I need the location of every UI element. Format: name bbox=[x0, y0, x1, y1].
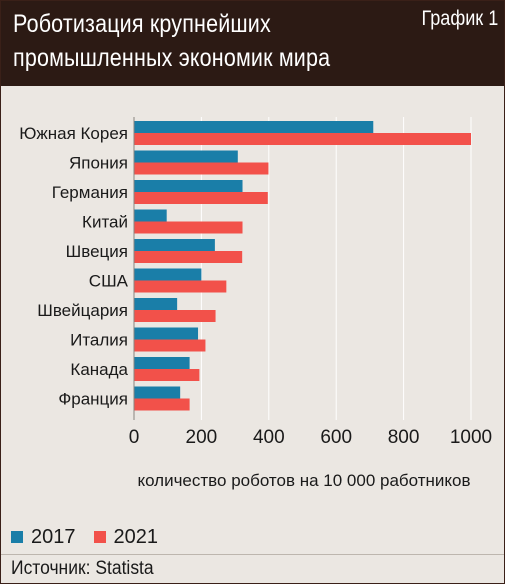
x-tick-label: 1000 bbox=[450, 427, 492, 448]
bar-2017-9 bbox=[134, 357, 190, 369]
bar-2021-10 bbox=[134, 398, 190, 411]
bar-2021-9 bbox=[134, 369, 200, 381]
bar-2021-3 bbox=[134, 192, 268, 204]
bar-2017-5 bbox=[134, 239, 215, 251]
bar-2021-4 bbox=[134, 221, 243, 234]
category-label: Китай bbox=[82, 213, 128, 232]
category-label: Италия bbox=[70, 331, 128, 350]
x-tick-label: 0 bbox=[129, 427, 140, 448]
category-label: Япония bbox=[69, 154, 128, 173]
bar-2017-6 bbox=[134, 268, 202, 281]
bar-2021-5 bbox=[134, 251, 243, 263]
bar-2021-6 bbox=[134, 280, 227, 293]
legend-label-2021: 2021 bbox=[113, 525, 159, 548]
chart-header: Роботизация крупнейших промышленных экон… bbox=[1, 1, 504, 86]
x-tick-label: 400 bbox=[253, 427, 285, 448]
source-note: Источник: Statista bbox=[11, 558, 154, 579]
bar-2017-7 bbox=[134, 298, 178, 310]
bar-chart: Южная Корея Япония Германия Китай Швеция США Ш… bbox=[19, 117, 492, 490]
x-tick-label: 600 bbox=[320, 427, 352, 448]
category-label: Германия bbox=[52, 183, 128, 202]
legend-item-2021: 2021 bbox=[93, 525, 159, 549]
category-label: Швейцария bbox=[37, 301, 128, 320]
bar-2021-1 bbox=[134, 133, 471, 145]
category-label: Канада bbox=[70, 360, 128, 379]
bar-2017-3 bbox=[134, 180, 243, 192]
category-label: США bbox=[89, 272, 129, 291]
chart-number: График 1 bbox=[421, 7, 498, 30]
bar-2021-8 bbox=[134, 339, 206, 352]
chart-title: Роботизация крупнейших промышленных экон… bbox=[13, 10, 331, 72]
bar-2021-2 bbox=[134, 162, 269, 175]
legend-item-2017: 2017 bbox=[11, 526, 76, 549]
x-tick-label: 200 bbox=[186, 427, 218, 448]
legend-swatch-2017 bbox=[11, 531, 23, 543]
bar-2017-2 bbox=[134, 150, 238, 163]
category-label: Швеция bbox=[66, 242, 128, 261]
legend: 2017 2021 bbox=[11, 523, 158, 551]
category-label: Южная Корея bbox=[19, 124, 128, 143]
category-label: Франция bbox=[58, 390, 128, 409]
bar-2021-7 bbox=[134, 310, 216, 322]
x-tick-label: 800 bbox=[388, 427, 420, 448]
x-axis-label: количество роботов на 10 000 работников bbox=[137, 471, 470, 490]
bar-2017-4 bbox=[134, 209, 167, 222]
bar-2017-10 bbox=[134, 386, 181, 399]
bar-2017-8 bbox=[134, 327, 199, 340]
bar-2017-1 bbox=[134, 121, 374, 133]
legend-label-2017: 2017 bbox=[31, 525, 76, 548]
legend-swatch-2021 bbox=[93, 531, 106, 543]
divider bbox=[1, 554, 504, 555]
